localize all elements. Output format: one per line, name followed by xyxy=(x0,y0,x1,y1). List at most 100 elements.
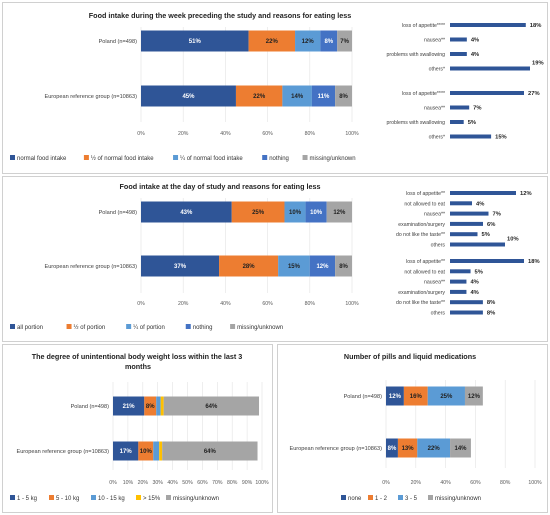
weight_loss-legend-label: 1 - 5 kg xyxy=(17,496,37,502)
food_week-legend-label: missing/unknown xyxy=(310,156,356,162)
reasons_week_poland-reason-bar xyxy=(450,23,526,27)
food_week-data-label: 45% xyxy=(182,94,195,100)
reasons_day_europe-reason-value: 18% xyxy=(528,259,540,265)
reasons_day_europe-reason-label: do not like the taste** xyxy=(396,300,445,306)
reasons_day_poland-reason-value: 7% xyxy=(493,212,501,218)
pills-tick-label: 40% xyxy=(440,480,451,486)
reasons_day_poland-reason-bar xyxy=(450,191,516,195)
food_week-data-label: 22% xyxy=(266,39,279,45)
food_week-bar-segment xyxy=(311,85,336,107)
weight_loss-tick-label: 40% xyxy=(167,480,178,486)
weight_loss-bar-segment xyxy=(163,396,260,416)
reasons_week_europe-reason-bar xyxy=(450,120,464,124)
weight_loss-bar-segment xyxy=(153,441,160,461)
food_week-bar-segment xyxy=(141,30,249,52)
pills-legend-label: missing/unknown xyxy=(435,496,481,502)
food_week-tick-label: 20% xyxy=(178,131,189,137)
pills-data-label: 12% xyxy=(389,394,402,400)
food_week-legend-swatch xyxy=(10,155,15,160)
food_week-bar-segment xyxy=(235,85,283,107)
reasons_week_europe-reason-bar xyxy=(450,134,492,139)
reasons_week_europe-reason-label: problems with swallowing xyxy=(386,120,445,126)
food_day-legend-label: ½ of portion xyxy=(74,324,106,331)
food_week-data-label: 11% xyxy=(318,94,330,100)
food_day-data-label: 15% xyxy=(288,264,301,270)
reasons_week_europe-reason-label: others* xyxy=(429,135,445,141)
weight_loss-tick-label: 90% xyxy=(242,480,253,486)
food_day-data-label: 12% xyxy=(333,210,346,216)
reasons_week_europe-reason-label: loss of appetite**** xyxy=(402,91,445,97)
reasons_week_europe-reason-value: 15% xyxy=(495,135,507,141)
food_week-legend-label: ½ of normal food intake xyxy=(91,155,154,162)
reasons_week_poland-reason-label: problems with swallowing xyxy=(386,52,445,58)
reasons_week_europe-reason-value: 5% xyxy=(468,120,476,126)
food_week-legend-swatch xyxy=(173,155,179,160)
reasons_day_europe-reason-value: 4% xyxy=(470,280,478,286)
weight_loss-bar-segment xyxy=(160,396,164,416)
reasons_week_poland-reason-value: 18% xyxy=(530,23,542,29)
pills-bar-segment xyxy=(403,386,428,406)
reasons_day_poland-reason-label: loss of appetite** xyxy=(406,191,445,197)
food_day-tick-label: 20% xyxy=(178,301,189,307)
weight_loss-data-label: 8% xyxy=(146,404,155,410)
weight_loss-bar-segment xyxy=(144,396,157,416)
panel-frame-pills xyxy=(277,344,548,513)
weight_loss-bar-segment xyxy=(162,441,258,461)
reasons_day_europe-reason-value: 5% xyxy=(475,269,483,275)
pills-bar-segment xyxy=(427,386,465,406)
food_day-data-label: 8% xyxy=(339,264,348,270)
weight_loss-tick-label: 100% xyxy=(255,480,269,486)
reasons_day_europe-reason-bar xyxy=(450,279,467,284)
reasons_week_europe-reason-value: 7% xyxy=(473,106,481,112)
reasons_week_poland-reason-value: 19% xyxy=(532,61,544,67)
food_week-data-label: 12% xyxy=(302,39,315,45)
reasons_day_poland-reason-bar xyxy=(450,232,478,237)
title-food-week: Food intake during the week preceding th… xyxy=(89,11,351,20)
food_week-tick-label: 80% xyxy=(305,131,316,137)
reasons_week_europe-reason-bar xyxy=(450,91,524,95)
reasons_day_poland-reason-value: 12% xyxy=(520,191,532,197)
food_day-tick-label: 80% xyxy=(305,301,316,307)
pills-data-label: 12% xyxy=(468,394,481,400)
weight_loss-tick-label: 60% xyxy=(197,480,208,486)
food_week-tick-label: 0% xyxy=(137,131,145,137)
food_day-data-label: 37% xyxy=(174,264,187,270)
pills-bar-segment xyxy=(450,438,471,458)
reasons_day_poland-reason-value: 6% xyxy=(487,222,495,228)
weight_loss-category-label: European reference group (n=10863) xyxy=(16,449,109,455)
reasons_day_poland-reason-value: 4% xyxy=(476,201,484,207)
title-weight-loss-line-1: The degree of unintentional body weight … xyxy=(32,352,242,361)
food_week-legend-label: nothing xyxy=(269,156,289,162)
food_week-tick-label: 100% xyxy=(345,131,359,137)
food_day-legend-label: ¼ of portion xyxy=(133,325,165,331)
weight_loss-bar-segment xyxy=(138,441,154,461)
reasons_week_poland-reason-label: loss of appetite**** xyxy=(402,23,445,29)
pills-legend-swatch xyxy=(341,495,346,500)
reasons_day_poland-reason-value: 10% xyxy=(507,237,519,243)
weight_loss-data-label: 17% xyxy=(120,449,133,455)
weight_loss-tick-label: 30% xyxy=(153,480,164,486)
reasons_day_poland-reason-label: not allowed to eat xyxy=(404,201,445,207)
weight_loss-tick-label: 80% xyxy=(227,480,238,486)
food_week-tick-label: 60% xyxy=(262,131,273,137)
weight_loss-tick-label: 0% xyxy=(109,480,117,486)
reasons_week_poland-reason-label: others* xyxy=(429,67,445,73)
food_week-data-label: 8% xyxy=(339,94,348,100)
food_day-data-label: 43% xyxy=(180,210,193,216)
reasons_day_europe-reason-bar xyxy=(450,289,467,294)
weight_loss-data-label: 10% xyxy=(140,449,153,455)
reasons_week_europe-reason-value: 27% xyxy=(528,91,540,97)
food_day-legend-swatch xyxy=(66,324,72,329)
pills-data-label: 25% xyxy=(440,394,453,400)
food_week-bar-segment xyxy=(141,85,236,107)
pills-data-label: 16% xyxy=(410,394,423,400)
pills-tick-label: 20% xyxy=(411,480,422,486)
reasons_week_poland-reason-value: 4% xyxy=(471,38,479,44)
reasons_day_europe-reason-label: not allowed to eat xyxy=(404,269,445,275)
pills-legend-swatch xyxy=(398,495,403,500)
weight_loss-tick-label: 20% xyxy=(138,480,149,486)
reasons_week_poland-reason-bar xyxy=(450,66,530,71)
food_day-bar-segment xyxy=(326,201,352,223)
food_week-data-label: 7% xyxy=(340,39,349,45)
